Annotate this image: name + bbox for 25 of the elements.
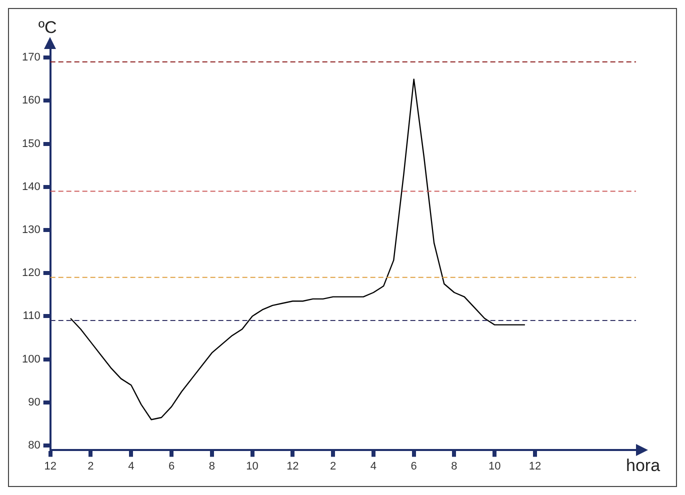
x-tick-label: 8 xyxy=(451,460,458,472)
x-tick-label: 6 xyxy=(168,460,175,472)
x-tick-label: 10 xyxy=(246,460,258,472)
y-axis-title: ºC xyxy=(38,18,57,38)
x-tick-label: 4 xyxy=(370,460,377,472)
y-tick-label: 160 xyxy=(22,94,40,107)
y-tick-label: 170 xyxy=(22,52,40,64)
y-tick-label: 140 xyxy=(22,180,40,193)
y-tick-label: 100 xyxy=(22,353,40,366)
y-tick-label: 150 xyxy=(22,138,40,150)
y-tick-label: 90 xyxy=(28,396,40,408)
y-tick-label: 130 xyxy=(22,224,40,236)
y-tick-label: 110 xyxy=(22,310,40,322)
y-tick-label: 80 xyxy=(28,440,40,452)
x-tick-label: 8 xyxy=(208,460,215,472)
x-tick-label: 10 xyxy=(488,460,501,472)
x-tick-label: 12 xyxy=(44,460,56,472)
x-tick-label: 6 xyxy=(410,460,417,472)
x-tick-label: 4 xyxy=(128,460,134,472)
x-tick-label: 12 xyxy=(286,460,299,472)
x-axis-title: hora xyxy=(626,456,661,475)
x-tick-label: 2 xyxy=(88,460,94,472)
x-tick-label: 12 xyxy=(528,460,542,472)
y-tick-label: 120 xyxy=(22,267,40,280)
x-tick-label: 2 xyxy=(330,460,336,472)
